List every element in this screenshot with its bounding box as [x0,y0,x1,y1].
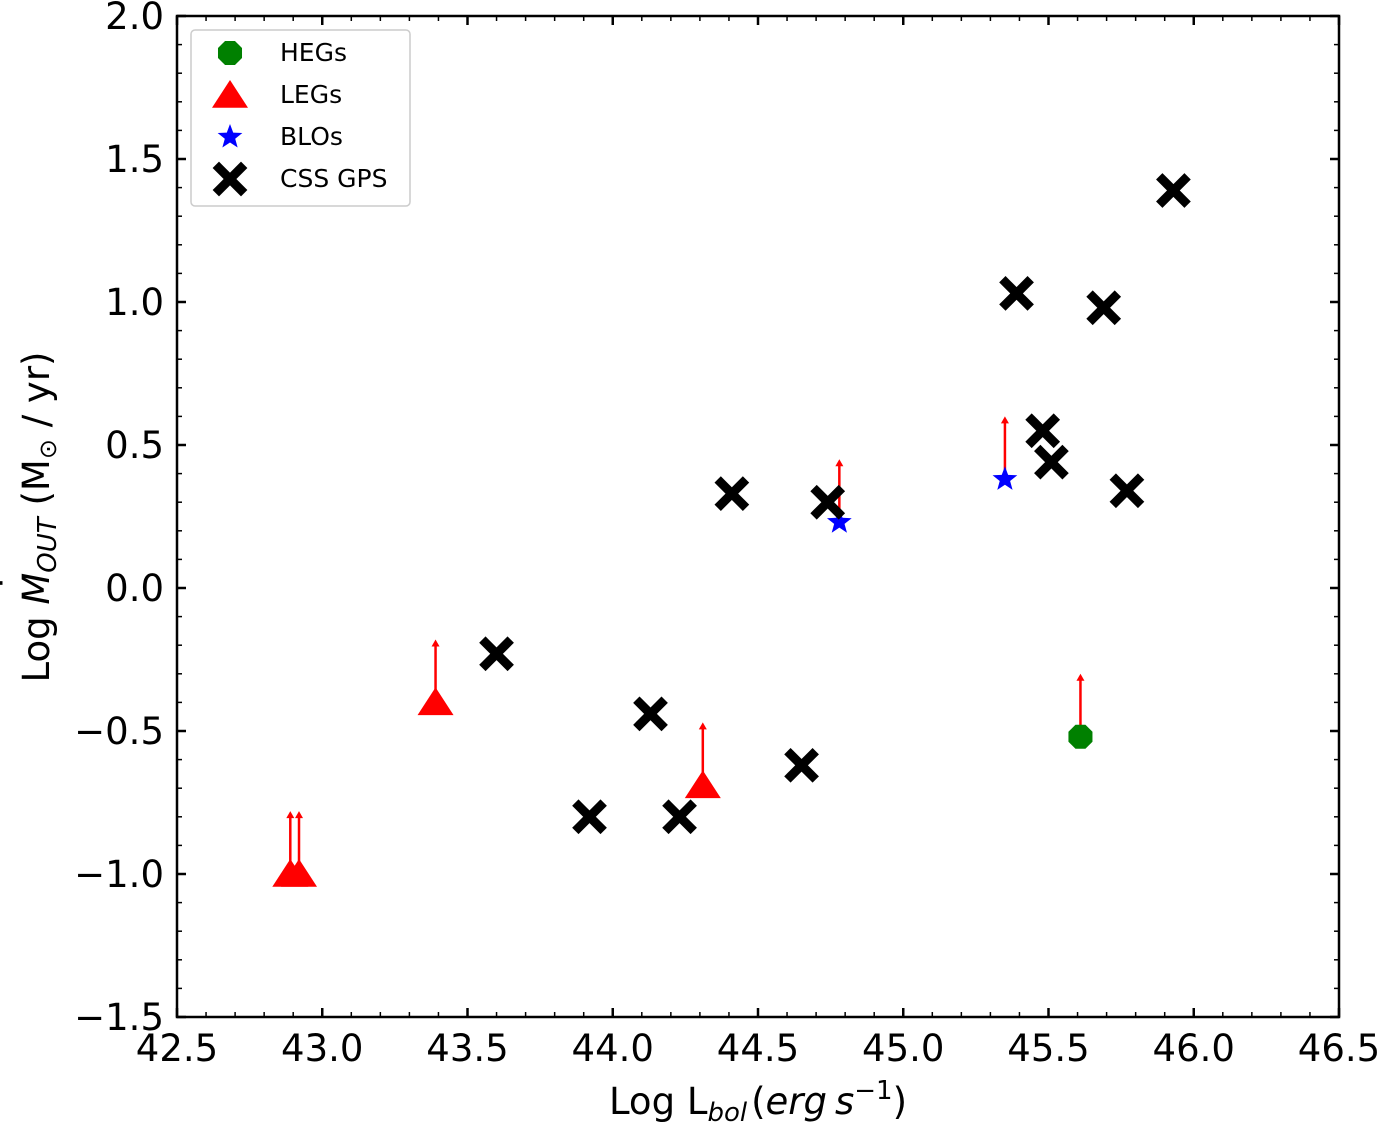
point-css-gps [479,636,514,672]
x-stroke [662,799,697,835]
y-tick-label: 1.0 [105,281,164,324]
y-tick-label: 1.5 [105,138,164,181]
point-css-gps [1025,413,1061,449]
x-title-paren-open: ( [751,1080,765,1123]
x-stroke [1109,473,1145,509]
y-tick-label: −0.5 [74,710,164,753]
lower-limit-arrow-head [835,459,844,467]
point-css-gps [999,276,1034,311]
x-stroke [1034,444,1069,480]
point-css-gps [714,476,750,511]
y-tick-label: −1.5 [74,996,164,1039]
point-css-gps [572,799,607,835]
x-title-s: s [835,1080,854,1123]
x-tick-label: 43.5 [426,1027,508,1070]
x-stroke [810,484,846,520]
x-title-erg: erg [766,1080,827,1123]
x-tick-label: 46.5 [1298,1027,1380,1070]
x-title-sup: −1 [854,1076,892,1106]
lower-limit-arrow-head [1000,416,1009,424]
legend-marker-hegs [217,40,243,66]
y-tick-label: 0.5 [105,424,164,467]
point-css-gps [1109,473,1145,509]
x-title-sub: bol [707,1098,747,1124]
x-stroke [212,161,248,197]
legend-marker-legs [212,80,248,108]
y-title-dot: ˙ [0,574,36,593]
legend-label-css-gps: CSS GPS [280,164,387,193]
data-markers [272,173,1191,887]
x-title-paren-close: ) [893,1080,907,1123]
y-title-sub: OUT [33,515,63,572]
point-legs [684,770,721,799]
x-tick-label: 45.0 [862,1027,944,1070]
y-title-paren: (M [15,459,58,517]
x-stroke [479,636,514,672]
lower-limit-arrow-head [431,639,440,647]
y-tick-label: 0.0 [105,567,164,610]
x-tick-labels: 42.5 43.0 43.5 44.0 44.5 45.0 45.5 46.0 46.5 [136,1027,1380,1070]
x-stroke [714,476,750,511]
x-tick-label: 42.5 [136,1027,218,1070]
lower-limit-arrow-head [286,811,295,819]
x-tick-label: 43.0 [281,1027,363,1070]
legend-markers [212,40,248,197]
point-blos [992,466,1018,490]
y-title-sun: ⊙ [34,439,62,459]
x-stroke [633,696,668,732]
x-stroke [1025,413,1061,449]
y-tick-label: 2.0 [105,0,164,38]
x-tick-label: 44.0 [572,1027,654,1070]
legend-label-blos: BLOs [280,122,343,151]
y-title-m: M [15,573,58,605]
x-stroke [572,799,607,835]
legend-label-legs: LEGs [280,80,342,109]
point-css-gps [633,696,668,732]
point-css-gps [810,484,846,520]
point-css-gps [784,747,819,783]
y-tick-labels: −1.5 −1.0 −0.5 0.0 0.5 1.0 1.5 2.0 [74,0,164,1039]
lower-limit-arrow-head [295,811,304,819]
x-tick-label: 45.5 [1007,1027,1089,1070]
major-ticks [175,14,1341,1019]
legend-label-hegs: HEGs [280,38,347,67]
y-title-prefix: Log [15,605,58,683]
point-css-gps [1034,444,1069,480]
point-css-gps [1086,290,1122,326]
legend: HEGs LEGs BLOs CSS GPS [190,29,411,207]
point-css-gps [662,799,697,835]
x-axis-title: Log Lbol (erg s−1) [609,1076,907,1124]
y-tick-label: −1.0 [74,853,164,896]
legend-marker-blos [217,124,243,148]
lower-limit-arrow-head [1076,673,1085,681]
point-legs [417,687,454,716]
point-hegs [1068,724,1093,749]
x-stroke [1156,173,1191,208]
x-tick-label: 46.0 [1153,1027,1235,1070]
y-axis-title: Log MOUT (M⊙ / yr) [15,352,63,683]
legend-marker-css-gps [212,161,248,197]
point-legs [281,859,318,887]
y-title-tail: / yr) [15,352,58,440]
x-stroke [1086,290,1122,326]
x-title-prefix: Log L [609,1080,708,1123]
point-blos [826,509,852,533]
lower-limit-arrow-head [698,722,707,730]
x-stroke [999,276,1034,311]
x-stroke [784,747,819,783]
legend-box [190,29,411,207]
x-tick-label: 44.5 [717,1027,799,1070]
point-css-gps [1156,173,1191,208]
